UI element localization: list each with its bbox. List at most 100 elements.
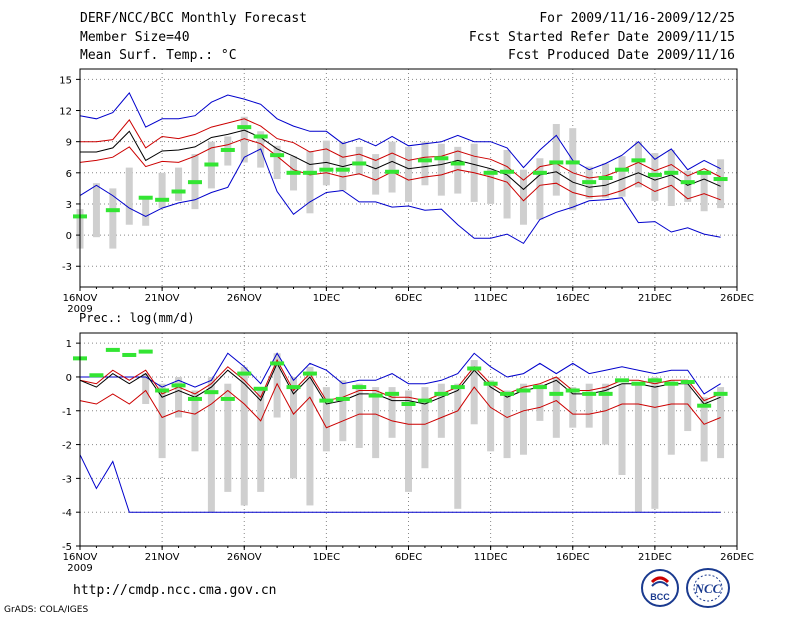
- observation-marker: [352, 385, 367, 390]
- grads-credit: GrADS: COLA/IGES: [4, 605, 89, 615]
- observation-marker: [697, 170, 712, 175]
- observation-marker: [368, 393, 383, 398]
- observation-marker: [532, 385, 547, 390]
- observation-marker: [220, 396, 235, 401]
- observation-marker: [450, 161, 465, 166]
- observation-marker: [105, 347, 120, 352]
- observation-marker: [680, 180, 695, 185]
- observation-marker: [483, 170, 498, 175]
- observation-marker: [286, 170, 301, 175]
- observation-marker: [434, 156, 449, 161]
- spread-bar: [322, 140, 330, 186]
- temperature-panel: -3 0 3 6 9 12 15 16NOV 21NOV 26NOV 1DEC 6DEC 11DEC 16…: [59, 68, 754, 315]
- spread-bar: [372, 154, 380, 195]
- spread-bar: [290, 376, 298, 479]
- observation-marker: [401, 402, 416, 406]
- footer-url[interactable]: http://cmdp.ncc.cma.gov.cn: [73, 583, 277, 598]
- observation-marker: [319, 398, 334, 403]
- spread-bar: [569, 387, 577, 428]
- spread-bar: [700, 397, 708, 462]
- spread-bar: [240, 366, 248, 506]
- spread-bar: [388, 387, 396, 438]
- y-tick-label: -2: [62, 441, 72, 452]
- bcc-logo: BCC: [641, 569, 679, 607]
- y-tick-label: 3: [66, 200, 72, 211]
- x-year-label: 2009: [67, 563, 92, 574]
- spread-bar: [355, 383, 363, 448]
- x-tick-label: 11DEC: [474, 293, 508, 304]
- spread-bar: [536, 383, 544, 421]
- series-line-min: [79, 148, 721, 245]
- observation-marker: [237, 371, 252, 376]
- series-line-lower: [79, 382, 721, 429]
- observation-marker: [187, 180, 202, 185]
- observation-marker: [713, 177, 728, 182]
- observation-marker: [204, 162, 219, 167]
- spread-bar: [519, 169, 527, 225]
- spread-bar: [684, 170, 692, 202]
- spread-bar: [602, 383, 610, 445]
- spread-bar: [618, 383, 626, 475]
- observation-marker: [647, 378, 662, 383]
- x-tick-label: 16NOV: [63, 293, 98, 304]
- observation-marker: [664, 381, 679, 386]
- spread-bar: [372, 387, 380, 459]
- y-tick-label: -3: [62, 262, 72, 273]
- spread-bar: [142, 373, 150, 404]
- observation-marker: [253, 134, 268, 139]
- observation-marker: [138, 349, 153, 354]
- observation-marker: [500, 169, 515, 174]
- spread-bar: [585, 383, 593, 428]
- x-year-label: 2009: [67, 304, 92, 315]
- observation-marker: [237, 125, 252, 130]
- observation-marker: [532, 170, 547, 175]
- observation-marker: [385, 169, 400, 174]
- spread-bar: [519, 383, 527, 455]
- x-tick-label: 1DEC: [313, 293, 340, 304]
- observation-marker: [467, 366, 482, 371]
- y-tick-label: 9: [66, 138, 72, 149]
- spread-bar: [651, 376, 659, 509]
- spread-bar: [207, 376, 215, 513]
- y-tick-label: -1: [62, 407, 72, 418]
- series-line-max: [79, 91, 721, 171]
- observation-marker: [680, 380, 695, 385]
- spread-bar: [388, 141, 396, 193]
- observation-marker: [565, 388, 580, 393]
- observation-marker: [565, 160, 580, 165]
- spread-bar: [487, 380, 495, 452]
- observation-marker: [549, 391, 564, 396]
- spread-bar: [552, 124, 560, 196]
- ncc-logo: NCC: [686, 568, 730, 608]
- spread-bar: [158, 383, 166, 459]
- spread-bar: [273, 145, 281, 180]
- observation-marker: [450, 385, 465, 390]
- series-line-mean: [80, 129, 721, 191]
- x-tick-label: 1DEC: [313, 552, 340, 563]
- y-tick-label: 12: [59, 107, 72, 118]
- observation-marker: [516, 388, 531, 393]
- y-tick-label: 0: [66, 373, 72, 384]
- spread-bar: [224, 383, 232, 492]
- precipitation-panel: -5 -4 -3 -2 -1 0 1 16NOV 21NOV 26NOV 1DEC 6DEC 11DEC…: [62, 332, 754, 574]
- spread-bar: [175, 167, 183, 201]
- observation-marker: [697, 403, 712, 408]
- series-line-lower: [79, 138, 721, 202]
- observation-marker: [319, 167, 334, 172]
- variable-label-bottom: Prec.: log(mm/d): [79, 311, 195, 325]
- observation-marker: [615, 378, 630, 383]
- spread-bar: [717, 159, 725, 209]
- observation-marker: [270, 361, 285, 366]
- observation-marker: [713, 391, 728, 396]
- y-tick-label: 0: [66, 231, 72, 242]
- observation-marker: [500, 391, 515, 396]
- spread-bar: [651, 153, 659, 201]
- spread-bar: [421, 387, 429, 469]
- y-tick-label: -3: [62, 474, 72, 485]
- series-line-max: [80, 352, 721, 395]
- spread-bar: [158, 172, 166, 209]
- fcst-started-date: Fcst Started Refer Date 2009/11/15: [468, 30, 735, 45]
- forecast-period: For 2009/11/16-2009/12/25: [539, 11, 735, 26]
- observation-marker: [138, 195, 153, 200]
- spread-bar: [257, 387, 265, 492]
